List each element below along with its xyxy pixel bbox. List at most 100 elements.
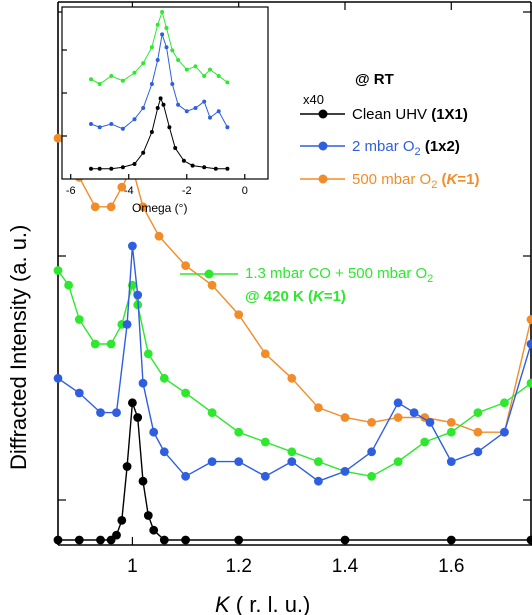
data-point [409, 408, 419, 417]
inset-data-point [155, 22, 160, 27]
data-point [393, 413, 403, 422]
data-point [420, 437, 430, 447]
data-point [64, 280, 73, 290]
inset-data-point [120, 126, 125, 131]
data-point [473, 427, 483, 437]
data-point [127, 241, 137, 251]
data-point [287, 373, 297, 383]
inset-data-point [160, 32, 165, 37]
data-point [53, 133, 63, 143]
inset-data-point [193, 106, 198, 110]
data-point [127, 398, 137, 408]
data-point [367, 447, 376, 457]
inset-data-point [184, 67, 189, 72]
inset-data-point [160, 10, 165, 14]
inset-data-point [109, 166, 114, 171]
inset-data-point [158, 96, 163, 101]
data-point [181, 388, 191, 398]
x-tick-label: 1.2 [225, 556, 251, 577]
inset-x-tick-label: -4 [124, 185, 134, 197]
data-point [314, 403, 323, 413]
legend-multiplier: x40 [303, 92, 324, 107]
data-point [207, 280, 217, 290]
data-point [393, 398, 403, 408]
inset-data-point [141, 106, 146, 110]
inset-series-line [90, 34, 228, 130]
legend-label-2mbar: 2 mbar O2 (1x2) [352, 138, 460, 158]
x-axis-label: K ( r. l. u.) [215, 592, 310, 615]
data-point [446, 418, 456, 427]
series-1-3-mbar-co-500-mbar-o [53, 266, 532, 481]
data-point [74, 315, 84, 324]
data-point [340, 413, 350, 422]
inset-data-point [225, 80, 230, 85]
inset-frame [61, 6, 269, 180]
data-point [260, 471, 270, 481]
inset-data-point [132, 70, 137, 75]
inset-data-point [190, 163, 195, 168]
data-point [314, 476, 323, 486]
data-point [122, 320, 132, 329]
inset-data-point [89, 166, 93, 171]
inset-data-point [208, 67, 212, 72]
series-clean-uhv [53, 398, 532, 545]
inset-data-point [181, 158, 186, 163]
data-point [234, 535, 244, 545]
inset-data-point [120, 78, 125, 83]
data-point [112, 408, 121, 417]
data-point [207, 408, 217, 417]
legend-marker-co [204, 269, 214, 279]
inset-data-point [213, 166, 218, 171]
data-point [340, 535, 350, 545]
data-point [314, 457, 323, 466]
inset-data-point [216, 74, 221, 78]
data-point [367, 471, 376, 481]
data-point [393, 457, 403, 466]
inset-data-point [164, 26, 169, 30]
data-point [260, 349, 270, 359]
inset-x-tick-label: -2 [182, 185, 192, 197]
data-point [446, 535, 456, 545]
data-point [159, 535, 169, 545]
inset-data-point [173, 146, 178, 150]
inset-data-point [132, 117, 137, 122]
data-point [526, 535, 532, 545]
x-tick-label: 1.6 [438, 556, 464, 577]
data-point [117, 182, 127, 192]
data-point [159, 447, 169, 457]
rt-annotation: @ RT [355, 71, 394, 88]
data-point [234, 457, 244, 466]
data-point [207, 457, 217, 466]
inset-series-clean-uhv [89, 96, 230, 171]
inset-x-tick-label: 0 [242, 185, 248, 197]
data-point [234, 310, 244, 319]
data-point [122, 462, 132, 471]
data-point [106, 339, 116, 349]
y-axis-label: Diffracted Intensity (a. u.) [6, 225, 31, 470]
data-point [473, 408, 483, 417]
data-point [287, 447, 297, 457]
data-point [159, 373, 169, 383]
data-point [133, 290, 143, 300]
legend-label-co: 1.3 mbar CO + 500 mbar O2 [245, 265, 433, 285]
data-point [96, 535, 105, 545]
data-point [90, 202, 100, 212]
inset-data-point [225, 125, 230, 130]
data-point [340, 467, 350, 476]
data-point [526, 378, 532, 388]
inset-series-1-3-mbar-co-500-mbar-o2 [89, 10, 230, 86]
data-point [133, 413, 143, 422]
data-point [53, 266, 63, 275]
inset-data-point [97, 125, 102, 130]
legend-label-500mbar: 500 mbar O2 (K=1) [352, 171, 479, 191]
data-point [138, 378, 148, 388]
inset-data-point [120, 165, 125, 170]
legend-label-clean: Clean UHV (1X1) [352, 106, 468, 123]
data-point [143, 349, 153, 359]
inset-data-point [193, 64, 198, 69]
inset-chart: -6 -4 -2 0 Omega (°) [61, 6, 269, 215]
inset-data-point [89, 77, 93, 82]
data-point [181, 471, 191, 481]
inset-data-point [216, 109, 221, 114]
data-point [149, 525, 159, 535]
